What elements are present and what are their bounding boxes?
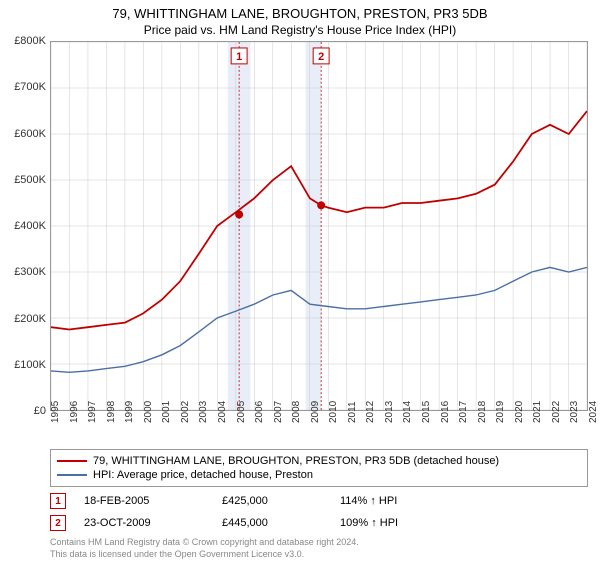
plot-svg: 12 — [51, 42, 587, 410]
sale-hpi: 114% ↑ HPI — [340, 495, 397, 507]
sales-table: 1 18-FEB-2005 £425,000 114% ↑ HPI 2 23-OCT-20… — [0, 493, 600, 531]
sale-marker-icon: 2 — [50, 515, 66, 531]
sale-price: £425,000 — [222, 495, 322, 507]
x-tick-label: 1996 — [69, 401, 80, 423]
x-tick-label: 1995 — [50, 401, 61, 423]
legend-text: 79, WHITTINGHAM LANE, BROUGHTON, PRESTON… — [93, 455, 499, 467]
y-tick-label: £500K — [14, 174, 46, 186]
sale-label-num: 1 — [236, 51, 242, 63]
sale-date: 23-OCT-2009 — [84, 517, 204, 529]
footer-line2: This data is licensed under the Open Gov… — [50, 549, 600, 561]
sale-dot — [235, 211, 243, 219]
x-tick-label: 1998 — [106, 401, 117, 423]
x-tick-label: 2017 — [458, 401, 469, 423]
x-tick-label: 2008 — [291, 401, 302, 423]
x-tick-label: 2003 — [198, 401, 209, 423]
x-tick-label: 2012 — [365, 401, 376, 423]
x-tick-label: 2022 — [551, 401, 562, 423]
chart-subtitle: Price paid vs. HM Land Registry's House … — [0, 23, 600, 37]
y-tick-label: £0 — [34, 405, 46, 417]
sale-date: 18-FEB-2005 — [84, 495, 204, 507]
legend-item: 79, WHITTINGHAM LANE, BROUGHTON, PRESTON… — [57, 454, 581, 468]
x-axis: 1995199619971998199920002001200220032004… — [50, 411, 588, 441]
legend-item: HPI: Average price, detached house, Pres… — [57, 468, 581, 482]
sale-row: 1 18-FEB-2005 £425,000 114% ↑ HPI — [50, 493, 600, 509]
x-tick-label: 2010 — [328, 401, 339, 423]
y-tick-label: £400K — [14, 220, 46, 232]
sale-marker-icon: 1 — [50, 493, 66, 509]
chart-container: 79, WHITTINGHAM LANE, BROUGHTON, PRESTON… — [0, 6, 600, 566]
plot-area: 12 — [50, 41, 588, 411]
x-tick-label: 2011 — [347, 401, 358, 423]
x-tick-label: 2024 — [588, 401, 599, 423]
x-tick-label: 2009 — [310, 401, 321, 423]
sale-row: 2 23-OCT-2009 £445,000 109% ↑ HPI — [50, 515, 600, 531]
x-tick-label: 2016 — [440, 401, 451, 423]
legend-swatch — [57, 460, 87, 462]
y-tick-label: £200K — [14, 313, 46, 325]
sale-label-num: 2 — [318, 51, 324, 63]
x-tick-label: 1999 — [124, 401, 135, 423]
x-tick-label: 2004 — [217, 401, 228, 423]
legend-swatch — [57, 474, 87, 476]
x-tick-label: 2019 — [495, 401, 506, 423]
legend: 79, WHITTINGHAM LANE, BROUGHTON, PRESTON… — [50, 449, 588, 487]
x-tick-label: 2001 — [161, 401, 172, 423]
x-tick-label: 2015 — [421, 401, 432, 423]
x-tick-label: 2005 — [236, 401, 247, 423]
x-tick-label: 2007 — [273, 401, 284, 423]
y-tick-label: £300K — [14, 266, 46, 278]
y-tick-label: £600K — [14, 128, 46, 140]
sale-hpi: 109% ↑ HPI — [340, 517, 398, 529]
x-tick-label: 2020 — [514, 401, 525, 423]
y-tick-label: £800K — [14, 35, 46, 47]
x-tick-label: 2018 — [477, 401, 488, 423]
y-tick-label: £700K — [14, 81, 46, 93]
sale-price: £445,000 — [222, 517, 322, 529]
x-tick-label: 2021 — [532, 401, 543, 423]
legend-text: HPI: Average price, detached house, Pres… — [93, 469, 313, 481]
footer-line1: Contains HM Land Registry data © Crown c… — [50, 537, 600, 549]
chart-title: 79, WHITTINGHAM LANE, BROUGHTON, PRESTON… — [0, 6, 600, 21]
x-tick-label: 2013 — [384, 401, 395, 423]
x-tick-label: 2006 — [254, 401, 265, 423]
x-tick-label: 2000 — [143, 401, 154, 423]
sale-dot — [317, 201, 325, 209]
y-tick-label: £100K — [14, 359, 46, 371]
x-tick-label: 2023 — [569, 401, 580, 423]
x-tick-label: 1997 — [87, 401, 98, 423]
footer: Contains HM Land Registry data © Crown c… — [50, 537, 600, 560]
x-tick-label: 2002 — [180, 401, 191, 423]
y-axis: £0£100K£200K£300K£400K£500K£600K£700K£80… — [0, 41, 48, 411]
x-tick-label: 2014 — [402, 401, 413, 423]
chart-area: £0£100K£200K£300K£400K£500K£600K£700K£80… — [50, 41, 588, 411]
